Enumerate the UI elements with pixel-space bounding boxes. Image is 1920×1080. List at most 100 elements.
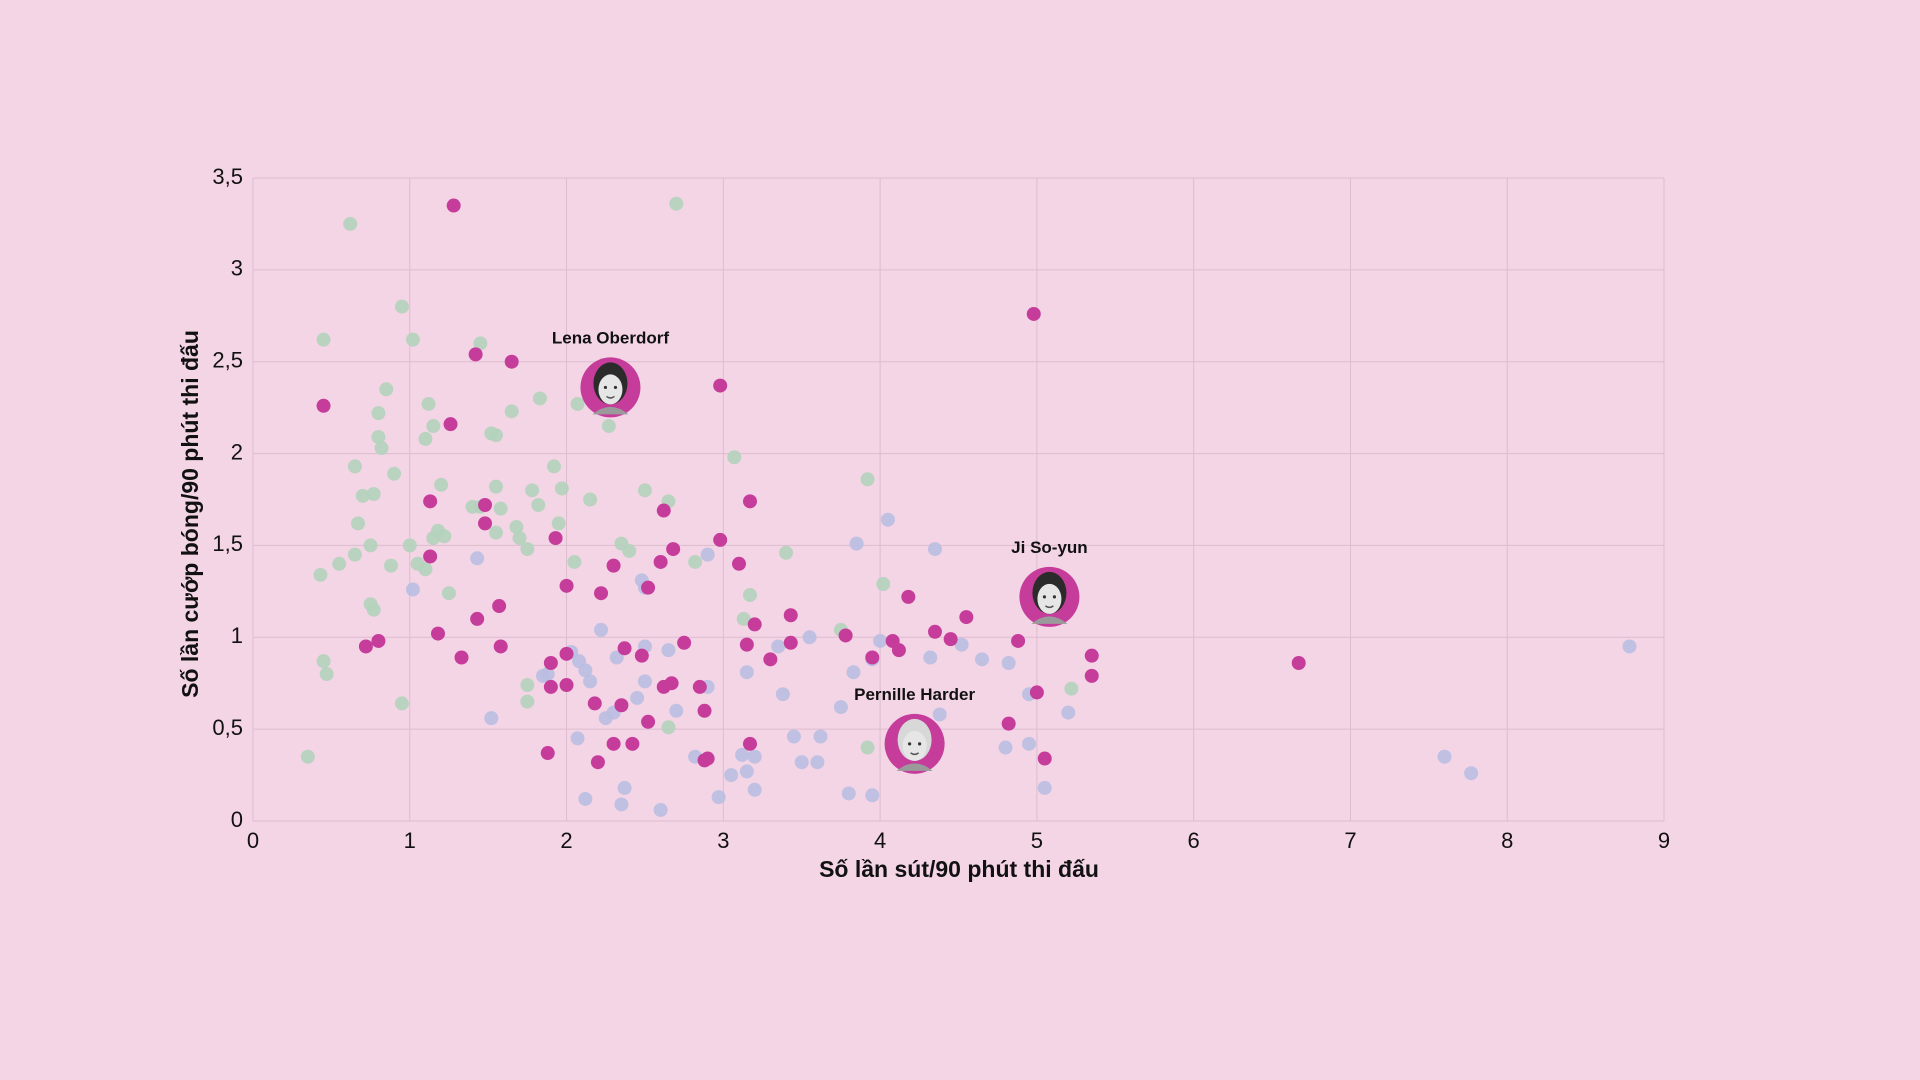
data-point [316,654,331,669]
highlight-data-point [614,698,629,713]
highlight-data-point [606,736,621,751]
highlight-data-point [697,703,712,718]
data-point [736,611,751,626]
data-point [779,545,794,560]
data-point [637,674,652,689]
data-point [374,441,389,456]
data-point [434,477,449,492]
highlight-data-point [358,639,373,654]
data-point [313,567,328,582]
x-tick-label: 4 [874,828,886,853]
data-point [540,667,555,682]
highlight-data-point [617,641,632,656]
data-point [532,391,547,406]
data-point [578,791,593,806]
highlight-data-point [664,676,679,691]
highlight-data-point [478,516,493,531]
data-point [614,797,629,812]
y-tick-label: 3,5 [212,164,243,189]
y-tick-label: 1,5 [212,531,243,556]
data-point [421,396,436,411]
data-point [473,336,488,351]
player-name-label: Lena Oberdorf [552,328,669,347]
data-point [351,516,366,531]
highlight-data-point [783,635,798,650]
x-tick-label: 0 [247,828,259,853]
data-point [669,196,684,211]
highlight-data-point [656,503,671,518]
highlight-data-point [838,628,853,643]
data-point [813,729,828,744]
highlight-data-point [423,494,438,509]
data-point [630,690,645,705]
highlight-data-point [1011,633,1026,648]
data-point [794,755,809,770]
y-tick-label: 0 [231,807,243,832]
data-point [343,216,358,231]
highlight-data-point [446,198,461,213]
data-point [1064,681,1079,696]
highlight-data-point [692,679,707,694]
highlight-data-point [430,626,445,641]
x-tick-label: 1 [404,828,416,853]
highlight-data-point [543,679,558,694]
x-tick-label: 8 [1501,828,1513,853]
y-tick-label: 2,5 [212,348,243,373]
highlight-data-point [653,554,668,569]
data-point [860,740,875,755]
data-point [405,332,420,347]
x-tick-label: 3 [717,828,729,853]
data-point [437,529,452,544]
player-annotation: Ji So-yun [1011,538,1088,627]
highlight-data-point [371,633,386,648]
data-point [724,768,739,783]
data-point [727,450,742,465]
data-point [739,764,754,779]
data-point [402,538,417,553]
highlight-data-point [927,624,942,639]
highlight-data-point [891,643,906,658]
data-point [316,332,331,347]
data-point [371,406,386,421]
data-point [998,740,1013,755]
data-point [1622,639,1637,654]
highlight-data-point [783,608,798,623]
x-tick-label: 5 [1031,828,1043,853]
highlight-data-point [943,632,958,647]
data-point [594,622,609,637]
highlight-data-point [742,736,757,751]
x-axis-title: Số lần sút/90 phút thi đấu [819,856,1099,882]
data-point [873,633,888,648]
data-point [489,525,504,540]
data-point [525,483,540,498]
data-point [512,531,527,546]
highlight-data-point [454,650,469,665]
data-point [567,554,582,569]
highlight-data-point [1291,656,1306,671]
data-point [932,707,947,722]
player-annotation: Pernille Harder [854,685,975,774]
data-point [332,556,347,571]
data-point [735,747,750,762]
data-point [484,711,499,726]
data-point [923,650,938,665]
highlight-data-point [316,398,331,413]
highlight-data-point [742,494,757,509]
highlight-data-point [492,599,507,614]
x-tick-label: 6 [1188,828,1200,853]
highlight-data-point [504,354,519,369]
highlight-data-point [590,755,605,770]
highlight-data-point [641,580,656,595]
player-annotation: Lena Oberdorf [552,328,669,418]
data-point [319,667,334,682]
data-point [379,382,394,397]
data-point [802,630,817,645]
highlight-data-point [443,417,458,432]
highlight-data-point [901,589,916,604]
player-name-label: Ji So-yun [1011,538,1088,557]
data-point [504,404,519,419]
data-point [653,802,668,817]
data-point [418,431,433,446]
